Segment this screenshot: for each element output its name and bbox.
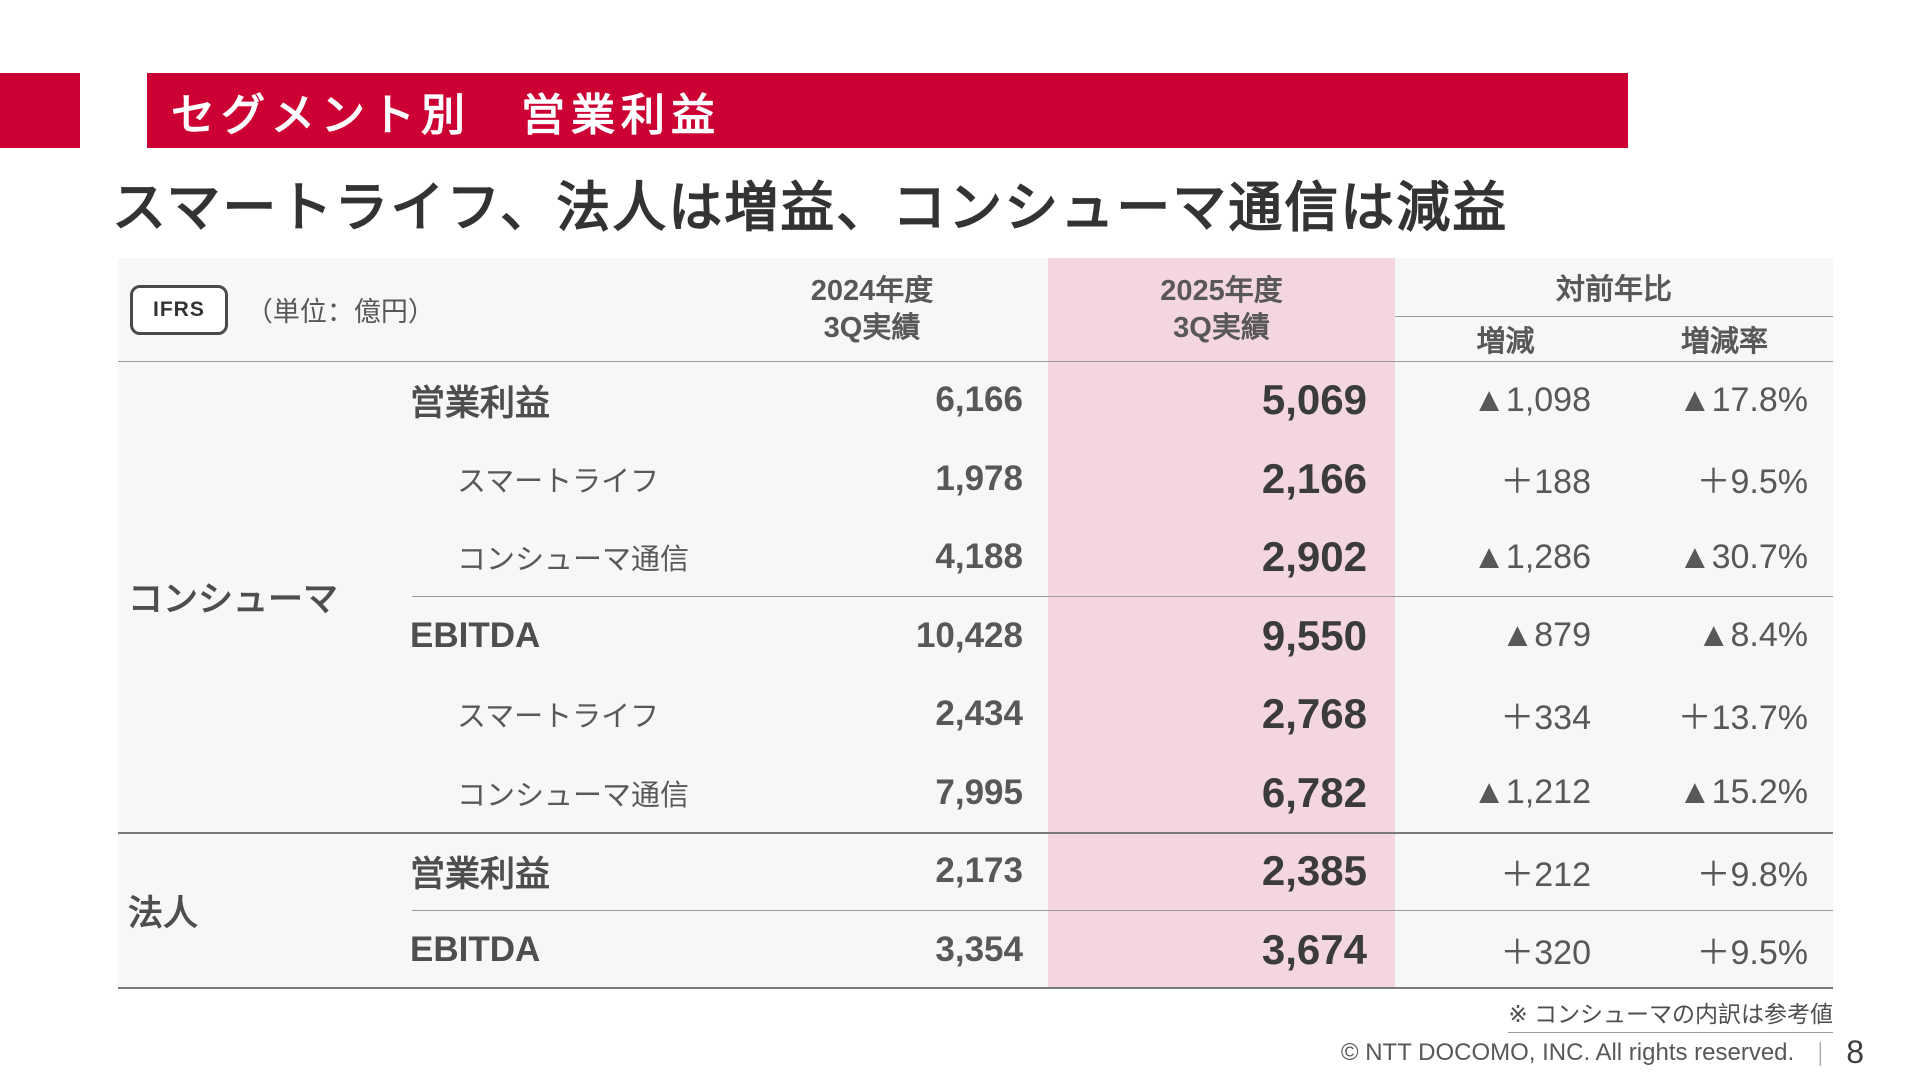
row-label: EBITDA — [410, 615, 541, 655]
value-change: ＋212 — [1500, 855, 1591, 894]
footnote-text: ※ コンシューマの内訳は参考値 — [1508, 995, 1833, 1033]
divider-under-yoy-header — [1395, 316, 1833, 317]
slide-headline: スマートライフ、法人は増益、コンシューマ通信は減益 — [112, 178, 1509, 238]
value-fy2025: 9,550 — [1261, 611, 1367, 659]
value-rate: ＋9.5% — [1696, 463, 1809, 502]
value-rate: ＋13.7% — [1677, 698, 1808, 737]
column-header-fy2024: 2024年度 3Q実績 — [810, 275, 934, 344]
group-label-corporate: 法人 — [128, 894, 199, 933]
value-change: ▲1,098 — [1472, 380, 1591, 419]
column-header-change: 増減 — [1476, 325, 1535, 358]
value-rate: ▲30.7% — [1677, 537, 1808, 576]
value-change: ▲879 — [1500, 616, 1591, 655]
segment-profit-table: IFRS （単位：億円） 2024年度 3Q実績 2025年度 3Q実績 対前年… — [118, 258, 1833, 989]
value-fy2024: 2,173 — [935, 851, 1023, 891]
page-number: 8 — [1846, 1034, 1864, 1070]
value-fy2025: 2,385 — [1261, 847, 1367, 895]
value-change: ▲1,212 — [1472, 773, 1591, 812]
value-change: ▲1,286 — [1472, 537, 1591, 576]
value-fy2024: 2,434 — [935, 694, 1023, 734]
row-label: 営業利益 — [410, 383, 551, 423]
footer-separator: ｜ — [1808, 1042, 1833, 1069]
table-bottom-border — [118, 987, 1833, 989]
footer-bar: © NTT DOCOMO, INC. All rights reserved. … — [1341, 1034, 1864, 1071]
copyright-text: © NTT DOCOMO, INC. All rights reserved. — [1340, 1038, 1795, 1066]
value-fy2024: 1,978 — [935, 458, 1023, 498]
group-label-consumer: コンシューマ — [128, 580, 339, 619]
table-header-left: IFRS （単位：億円） — [118, 258, 696, 361]
divider-consumer-corporate — [118, 832, 1833, 834]
value-fy2025: 6,782 — [1261, 768, 1367, 816]
value-fy2024: 6,166 — [935, 380, 1023, 420]
row-label: スマートライフ — [457, 701, 660, 734]
row-label: コンシューマ通信 — [457, 544, 690, 577]
row-label: スマートライフ — [457, 465, 660, 498]
divider-under-header — [118, 361, 1833, 362]
value-fy2024: 10,428 — [915, 615, 1023, 655]
value-rate: ▲17.8% — [1677, 380, 1808, 419]
row-label: コンシューマ通信 — [457, 779, 690, 812]
divider-consumer-op-ebitda — [412, 596, 1833, 597]
value-fy2024: 7,995 — [935, 772, 1023, 812]
unit-label: （単位：億円） — [245, 297, 435, 327]
fy2025-highlight-column — [1048, 258, 1395, 989]
footnote-container: ※ コンシューマの内訳は参考値 — [118, 995, 1833, 1033]
left-accent-bar — [0, 73, 80, 148]
value-rate: ▲15.2% — [1677, 773, 1808, 812]
column-header-yoy: 対前年比 — [1555, 274, 1672, 306]
value-rate: ＋9.8% — [1696, 855, 1809, 894]
column-header-fy2025: 2025年度 3Q実績 — [1160, 275, 1283, 344]
value-rate: ▲8.4% — [1696, 616, 1808, 655]
divider-corporate-op-ebitda — [412, 910, 1833, 911]
column-header-rate: 増減率 — [1680, 325, 1768, 358]
value-fy2024: 3,354 — [935, 929, 1023, 969]
row-label: 営業利益 — [410, 854, 551, 894]
ifrs-badge: IFRS — [130, 284, 228, 335]
row-label: EBITDA — [410, 929, 541, 969]
value-change: ＋320 — [1500, 934, 1591, 973]
value-fy2025: 5,069 — [1261, 376, 1367, 424]
value-rate: ＋9.5% — [1696, 934, 1809, 973]
value-change: ＋334 — [1500, 698, 1591, 737]
section-banner: セグメント別 営業利益 — [147, 73, 1628, 148]
value-change: ＋188 — [1500, 463, 1591, 502]
section-banner-title: セグメント別 営業利益 — [171, 90, 721, 140]
value-fy2025: 2,768 — [1261, 690, 1367, 738]
value-fy2024: 4,188 — [935, 537, 1023, 577]
value-fy2025: 2,166 — [1261, 454, 1367, 502]
value-fy2025: 3,674 — [1261, 925, 1367, 973]
value-fy2025: 2,902 — [1261, 533, 1367, 581]
